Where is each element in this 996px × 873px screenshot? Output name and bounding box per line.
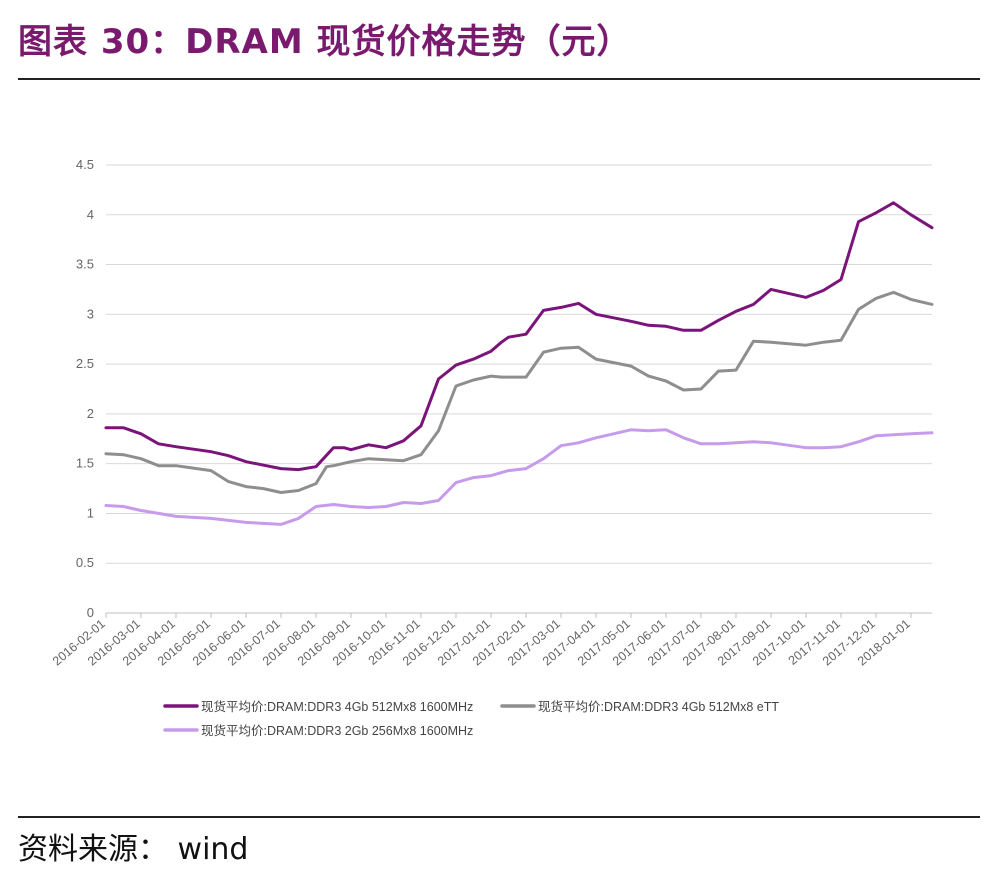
y-tick-label: 1.5 xyxy=(76,456,94,471)
y-tick-label: 3 xyxy=(87,306,94,321)
y-tick-label: 2 xyxy=(87,406,94,421)
legend-label-3: 现货平均价:DRAM:DDR3 2Gb 256Mx8 1600MHz xyxy=(201,723,473,738)
series-lines xyxy=(104,201,934,526)
legend-label-2: 现货平均价:DRAM:DDR3 4Gb 512Mx8 eTT xyxy=(538,699,779,714)
grid-lines xyxy=(106,164,932,614)
y-tick-label: 2.5 xyxy=(76,356,94,371)
series-line-1 xyxy=(104,201,934,472)
legend: 现货平均价:DRAM:DDR3 4Gb 512Mx8 1600MHz 现货平均价:… xyxy=(163,699,779,738)
y-tick-label: 1 xyxy=(87,505,94,520)
y-axis-ticks: 0 0.5 1 1.5 2 2.5 3 3.5 4 4.5 xyxy=(76,157,94,620)
y-tick-label: 4 xyxy=(87,207,94,222)
chart-area: 0 0.5 1 1.5 2 2.5 3 3.5 4 4.5 2016-02-012016-03-0… xyxy=(50,157,934,738)
figure-title: 图表 30：DRAM 现货价格走势（元） xyxy=(18,22,632,62)
source-note: 资料来源： wind xyxy=(18,832,249,867)
y-tick-label: 0.5 xyxy=(76,555,94,570)
y-tick-label: 4.5 xyxy=(76,157,94,172)
bottom-rule xyxy=(18,816,980,818)
legend-label-1: 现货平均价:DRAM:DDR3 4Gb 512Mx8 1600MHz xyxy=(201,699,473,714)
top-rule xyxy=(18,78,980,80)
series-line-2 xyxy=(104,290,934,494)
y-tick-label: 0 xyxy=(87,605,94,620)
y-tick-label: 3.5 xyxy=(76,257,94,272)
series-line-3 xyxy=(104,428,934,526)
x-axis-ticks: 2016-02-012016-03-012016-04-012016-05-01… xyxy=(50,613,913,668)
